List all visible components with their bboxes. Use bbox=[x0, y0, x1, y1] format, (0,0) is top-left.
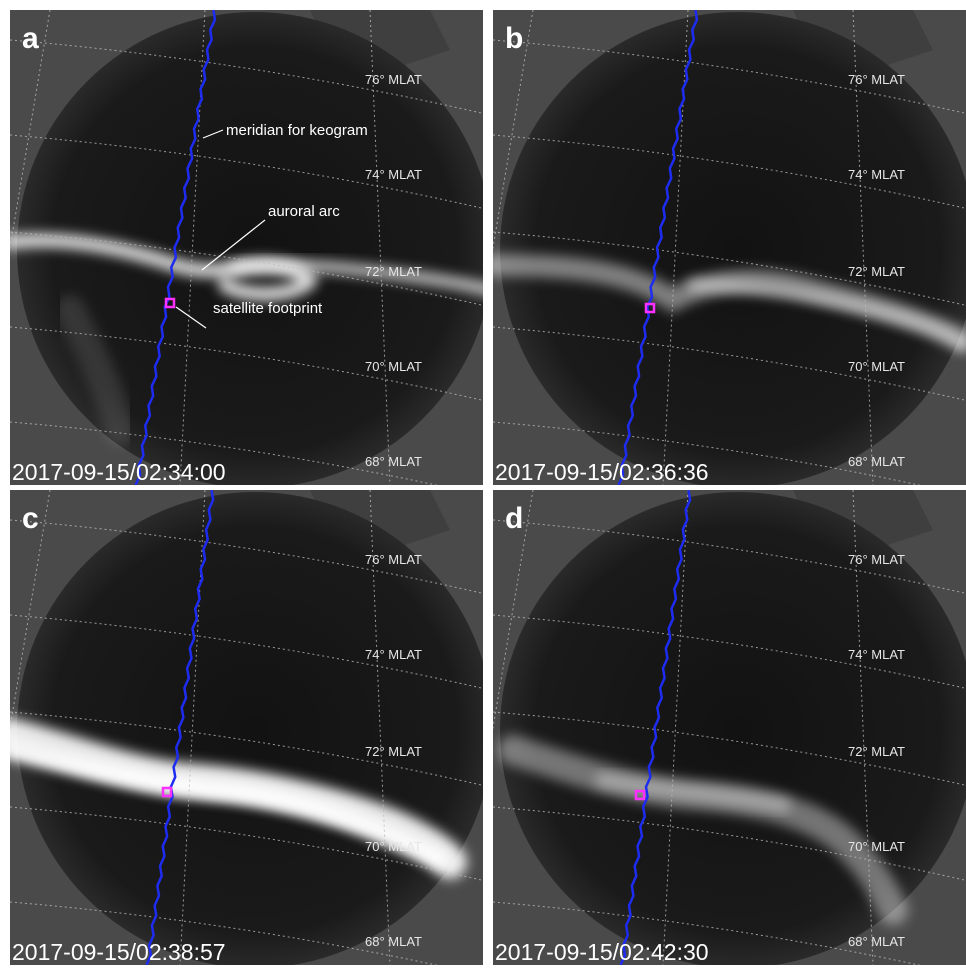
latitude-line bbox=[10, 421, 439, 485]
longitude-line bbox=[179, 490, 206, 965]
mlat-label: 72° MLAT bbox=[365, 744, 422, 759]
longitude-line bbox=[10, 490, 51, 731]
latitude-line bbox=[10, 901, 439, 965]
latitude-line bbox=[493, 901, 922, 965]
mlat-label: 76° MLAT bbox=[365, 72, 422, 87]
latitude-line bbox=[10, 711, 483, 786]
panel: 76° MLAT 74° MLAT 72° MLAT 70° MLAT 68° MLAT… bbox=[493, 490, 966, 965]
longitude-line bbox=[852, 490, 874, 965]
annotation: meridian for keogram bbox=[226, 122, 368, 139]
panel-label: a bbox=[22, 22, 39, 55]
longitude-line bbox=[852, 10, 874, 485]
latitude-line bbox=[10, 134, 483, 209]
keogram-meridian bbox=[145, 490, 215, 965]
panel-label: b bbox=[505, 22, 523, 55]
latitude-line bbox=[493, 806, 966, 881]
mlat-label: 74° MLAT bbox=[848, 167, 905, 182]
latitude-line bbox=[10, 231, 483, 306]
latitude-line bbox=[10, 326, 483, 401]
timestamp: 2017-09-15/02:36:36 bbox=[495, 459, 709, 485]
panel-label: d bbox=[505, 502, 523, 535]
mlat-label: 70° MLAT bbox=[365, 359, 422, 374]
longitude-line bbox=[179, 10, 206, 485]
timestamp: 2017-09-15/02:42:30 bbox=[495, 939, 709, 965]
latitude-line bbox=[10, 614, 483, 689]
latitude-line bbox=[493, 711, 966, 786]
mlat-label: 76° MLAT bbox=[848, 552, 905, 567]
keogram-meridian bbox=[619, 490, 692, 965]
mlat-label: 76° MLAT bbox=[365, 552, 422, 567]
aurora bbox=[55, 295, 135, 445]
keogram-meridian bbox=[617, 10, 699, 485]
sky-field bbox=[17, 492, 483, 965]
latitude-line bbox=[493, 614, 966, 689]
latitude-line bbox=[493, 134, 966, 209]
sky-field bbox=[17, 12, 483, 485]
panel-image: 76° MLAT 74° MLAT 72° MLAT 70° MLAT 68° MLAT bbox=[493, 10, 966, 485]
longitude-line bbox=[369, 10, 391, 485]
annotation: satellite footprint bbox=[213, 300, 323, 317]
leader-line bbox=[201, 219, 266, 271]
aurora bbox=[595, 772, 791, 813]
latitude-line bbox=[493, 519, 966, 594]
latitude-line bbox=[10, 39, 483, 114]
panel: 76° MLAT 74° MLAT 72° MLAT 70° MLAT 68° MLAT… bbox=[493, 10, 966, 485]
mlat-label: 70° MLAT bbox=[848, 839, 905, 854]
satellite-footprint bbox=[161, 786, 173, 798]
latitude-line bbox=[10, 519, 483, 594]
mlat-label: 68° MLAT bbox=[365, 934, 422, 949]
annotation: auroral arc bbox=[268, 203, 340, 220]
timestamp: 2017-09-15/02:38:57 bbox=[12, 939, 226, 965]
sky-field bbox=[500, 12, 966, 485]
longitude-line bbox=[662, 490, 689, 965]
panel: 76° MLAT 74° MLAT 72° MLAT 70° MLAT 68° MLAT… bbox=[10, 490, 483, 965]
timestamp: 2017-09-15/02:34:00 bbox=[12, 459, 226, 485]
panel-image: 76° MLAT 74° MLAT 72° MLAT 70° MLAT 68° MLAT bbox=[10, 10, 483, 485]
longitude-line bbox=[493, 490, 534, 731]
mlat-label: 70° MLAT bbox=[365, 839, 422, 854]
latitude-line bbox=[10, 806, 483, 881]
leader-line bbox=[175, 306, 207, 329]
longitude-line bbox=[493, 10, 534, 251]
mlat-label: 74° MLAT bbox=[365, 647, 422, 662]
longitude-line bbox=[662, 10, 689, 485]
longitude-line bbox=[10, 10, 51, 251]
leader-line bbox=[202, 129, 224, 139]
panel-label: c bbox=[22, 502, 39, 535]
latitude-line bbox=[493, 421, 922, 485]
mlat-label: 68° MLAT bbox=[848, 454, 905, 469]
mlat-label: 74° MLAT bbox=[365, 167, 422, 182]
mlat-label: 70° MLAT bbox=[848, 359, 905, 374]
latitude-line bbox=[493, 326, 966, 401]
mlat-label: 72° MLAT bbox=[848, 744, 905, 759]
panel-image: 76° MLAT 74° MLAT 72° MLAT 70° MLAT 68° MLAT bbox=[10, 490, 483, 965]
satellite-footprint bbox=[164, 297, 176, 309]
aurora bbox=[10, 741, 449, 869]
longitude-line bbox=[369, 490, 391, 965]
keogram-meridian bbox=[134, 10, 217, 485]
panel-image: 76° MLAT 74° MLAT 72° MLAT 70° MLAT 68° MLAT bbox=[493, 490, 966, 965]
mlat-label: 68° MLAT bbox=[365, 454, 422, 469]
panel: 76° MLAT 74° MLAT 72° MLAT 70° MLAT 68° MLAT… bbox=[10, 10, 483, 485]
mlat-label: 74° MLAT bbox=[848, 647, 905, 662]
mlat-label: 72° MLAT bbox=[365, 264, 422, 279]
satellite-footprint bbox=[644, 302, 656, 314]
satellite-footprint bbox=[634, 789, 646, 801]
aurora bbox=[687, 279, 966, 351]
latitude-line bbox=[493, 39, 966, 114]
mlat-label: 72° MLAT bbox=[848, 264, 905, 279]
latitude-line bbox=[493, 231, 966, 306]
mlat-label: 68° MLAT bbox=[848, 934, 905, 949]
mlat-label: 76° MLAT bbox=[848, 72, 905, 87]
